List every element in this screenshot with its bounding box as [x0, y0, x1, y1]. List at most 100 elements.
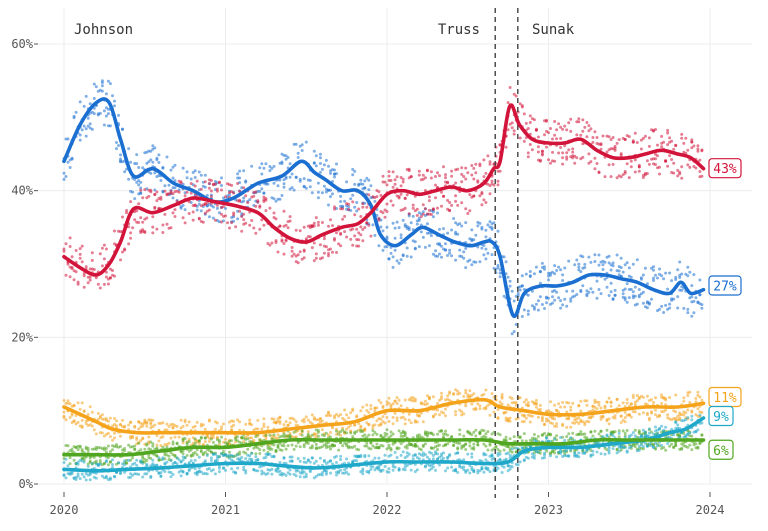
poll-dot	[395, 402, 399, 405]
poll-dot	[316, 196, 320, 200]
poll-dot	[591, 140, 595, 144]
poll-dot	[379, 433, 383, 437]
reform-trend-line	[62, 416, 706, 473]
poll-dot	[244, 422, 248, 426]
poll-dot	[260, 172, 264, 176]
poll-dot	[555, 137, 559, 141]
poll-dot	[446, 254, 450, 257]
poll-dot	[417, 433, 421, 437]
poll-dot	[585, 399, 589, 403]
poll-dot	[359, 409, 363, 413]
poll-dot	[133, 461, 137, 465]
poll-dot	[603, 277, 607, 281]
poll-dot	[403, 417, 407, 421]
poll-dot	[264, 437, 268, 441]
poll-dot	[391, 203, 395, 207]
poll-dot	[377, 216, 381, 220]
poll-dot	[442, 435, 445, 439]
poll-dot	[700, 174, 704, 178]
poll-dot	[543, 456, 546, 460]
poll-dot	[555, 434, 559, 438]
poll-dot	[660, 443, 664, 447]
poll-dot	[672, 147, 676, 151]
poll-dot	[506, 128, 510, 132]
poll-dot	[429, 467, 433, 471]
poll-dot	[161, 223, 165, 227]
poll-dot	[76, 462, 80, 466]
poll-dot	[417, 245, 421, 249]
poll-dot	[613, 416, 617, 420]
poll-dot	[488, 162, 492, 166]
poll-dot	[464, 442, 468, 446]
poll-dot	[387, 420, 391, 423]
poll-dot	[371, 426, 375, 430]
poll-dot	[88, 405, 92, 409]
poll-dot	[555, 455, 559, 459]
poll-dot	[395, 175, 399, 179]
poll-dot	[359, 178, 363, 182]
poll-dot	[482, 175, 486, 179]
poll-dot	[643, 134, 647, 138]
poll-dot	[448, 201, 452, 204]
poll-dot	[276, 184, 280, 188]
poll-dot	[335, 454, 338, 458]
poll-dot	[553, 159, 557, 163]
poll-dot	[611, 261, 615, 265]
poll-dot	[367, 454, 371, 458]
poll-dot	[393, 178, 397, 182]
poll-dot	[355, 201, 359, 204]
poll-dot	[639, 147, 643, 151]
poll-dot	[230, 428, 234, 432]
poll-dot	[133, 197, 137, 201]
poll-dot	[113, 431, 116, 435]
poll-dot	[181, 424, 185, 428]
poll-dot	[361, 469, 365, 473]
poll-dot	[436, 432, 439, 436]
poll-dot	[367, 223, 371, 227]
poll-dot	[680, 288, 684, 292]
poll-dot	[545, 301, 548, 305]
poll-dot	[123, 170, 127, 174]
poll-dot	[474, 434, 478, 438]
poll-dot	[573, 421, 577, 425]
poll-dot	[117, 144, 120, 147]
poll-dot	[534, 265, 538, 269]
poll-dot	[421, 210, 425, 214]
poll-dot	[318, 156, 322, 160]
poll-dot	[474, 171, 478, 175]
poll-dot	[688, 401, 692, 404]
poll-dot	[625, 401, 629, 405]
poll-dot	[664, 303, 668, 307]
poll-dot	[213, 427, 217, 431]
poll-dot	[429, 451, 433, 455]
poll-dot	[599, 147, 603, 151]
poll-dot	[490, 392, 494, 396]
poll-dot	[108, 276, 112, 280]
poll-dot	[553, 120, 557, 123]
poll-dot	[230, 221, 234, 225]
poll-dot	[581, 284, 585, 288]
poll-dot	[139, 192, 143, 195]
poll-dot	[528, 420, 532, 424]
poll-dot	[84, 134, 88, 138]
poll-dot	[74, 110, 78, 114]
poll-dot	[488, 220, 492, 224]
poll-dot	[446, 231, 450, 235]
poll-dot	[308, 460, 312, 464]
poll-dot	[607, 449, 611, 453]
poll-dot	[504, 435, 508, 439]
poll-dot	[284, 447, 288, 451]
poll-dot	[530, 414, 534, 418]
poll-dot	[559, 137, 563, 140]
poll-dot	[153, 192, 157, 196]
poll-dot	[115, 419, 118, 423]
poll-dot	[522, 400, 526, 404]
poll-dot	[397, 398, 401, 402]
poll-dot	[296, 156, 300, 159]
poll-dot	[373, 468, 377, 472]
poll-dot	[399, 233, 403, 237]
poll-dot	[593, 156, 597, 160]
poll-dot	[522, 308, 526, 312]
poll-dot	[647, 301, 651, 305]
poll-dot	[464, 388, 468, 392]
